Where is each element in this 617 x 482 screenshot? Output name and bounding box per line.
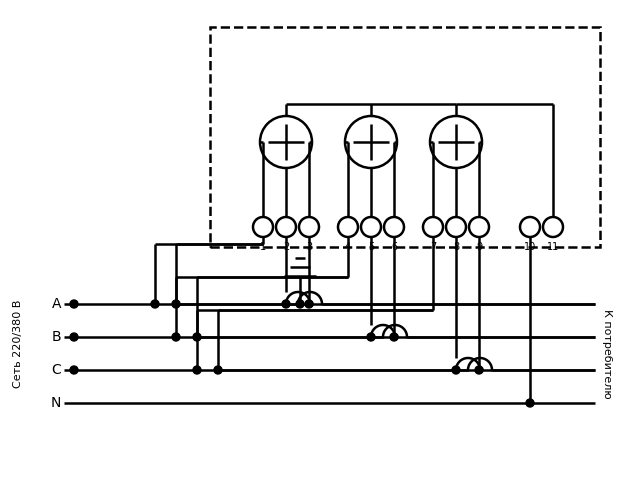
Circle shape: [526, 399, 534, 407]
Text: К потребителю: К потребителю: [602, 308, 612, 398]
Text: C: C: [51, 363, 61, 377]
Circle shape: [367, 333, 375, 341]
Circle shape: [392, 334, 398, 340]
Text: 10: 10: [524, 242, 536, 252]
Bar: [210, 27, 600, 247]
Text: 1: 1: [260, 242, 266, 252]
Circle shape: [70, 300, 78, 308]
Text: 5: 5: [368, 242, 374, 252]
Text: A: A: [51, 297, 61, 311]
Circle shape: [452, 366, 460, 374]
Text: 4: 4: [345, 242, 351, 252]
Circle shape: [296, 300, 304, 308]
Circle shape: [477, 367, 483, 373]
Text: 9: 9: [476, 242, 482, 252]
Circle shape: [70, 366, 78, 374]
Text: 2: 2: [283, 242, 289, 252]
Circle shape: [172, 333, 180, 341]
Circle shape: [151, 300, 159, 308]
Text: N: N: [51, 396, 61, 410]
Text: 3: 3: [306, 242, 312, 252]
Text: B: B: [51, 330, 61, 344]
Circle shape: [70, 333, 78, 341]
Text: 11: 11: [547, 242, 559, 252]
Text: 6: 6: [391, 242, 397, 252]
Text: 7: 7: [430, 242, 436, 252]
Circle shape: [307, 301, 313, 307]
Circle shape: [475, 366, 483, 374]
Circle shape: [282, 300, 290, 308]
Circle shape: [305, 300, 313, 308]
Text: 8: 8: [453, 242, 459, 252]
Circle shape: [193, 333, 201, 341]
Text: Сеть 220/380 В: Сеть 220/380 В: [13, 299, 23, 388]
Circle shape: [193, 366, 201, 374]
Circle shape: [172, 300, 180, 308]
Circle shape: [390, 333, 398, 341]
Circle shape: [214, 366, 222, 374]
